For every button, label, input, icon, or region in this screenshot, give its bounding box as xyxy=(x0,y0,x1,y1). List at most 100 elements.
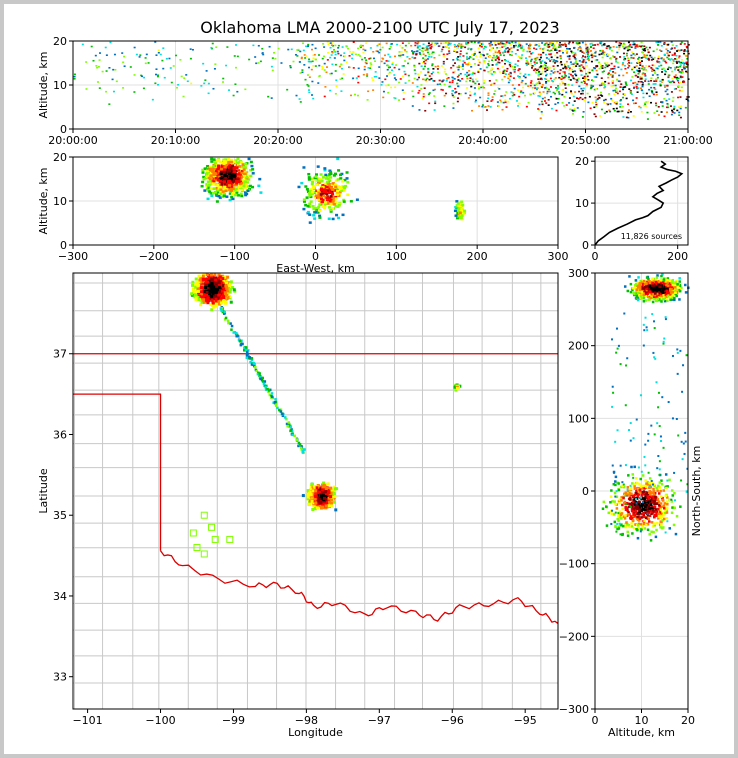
source-point xyxy=(232,187,236,190)
source-point xyxy=(206,301,210,305)
source-point xyxy=(313,217,317,220)
source-point xyxy=(640,76,643,79)
source-point xyxy=(459,55,462,58)
source-point xyxy=(565,47,568,50)
source-point xyxy=(678,61,681,64)
source-point xyxy=(195,280,199,284)
source-point xyxy=(459,92,462,95)
source-point xyxy=(579,46,582,48)
source-point xyxy=(650,77,653,80)
source-point xyxy=(416,42,419,45)
source-point xyxy=(605,47,608,49)
source-point xyxy=(558,93,561,95)
source-point xyxy=(588,48,591,50)
source-point xyxy=(202,286,206,290)
source-point xyxy=(448,47,451,49)
source-point xyxy=(200,184,204,188)
source-point xyxy=(633,66,636,69)
source-point xyxy=(684,106,687,109)
source-point xyxy=(580,61,583,63)
source-point xyxy=(671,80,674,83)
source-point xyxy=(204,79,207,81)
source-point xyxy=(615,41,618,43)
source-point xyxy=(502,54,505,57)
source-point xyxy=(202,175,206,179)
source-point xyxy=(509,53,512,56)
source-point xyxy=(180,75,183,78)
source-point xyxy=(477,47,480,50)
source-point xyxy=(254,56,257,58)
source-point xyxy=(310,68,313,71)
source-point xyxy=(341,213,345,217)
source-point xyxy=(318,194,322,198)
source-point xyxy=(639,78,642,80)
source-point xyxy=(601,44,604,47)
source-point xyxy=(235,66,238,69)
source-point xyxy=(483,69,486,72)
source-point xyxy=(207,183,211,187)
source-point xyxy=(605,64,608,66)
source-point xyxy=(425,46,428,49)
source-point xyxy=(209,280,213,284)
x-tick-label: 20:20:00 xyxy=(253,134,302,147)
source-point xyxy=(537,74,540,77)
source-point xyxy=(202,177,206,181)
source-point xyxy=(420,65,423,68)
source-point xyxy=(341,77,344,80)
source-point xyxy=(540,100,543,103)
source-point xyxy=(315,486,319,490)
source-point xyxy=(545,42,548,44)
source-point xyxy=(129,66,132,68)
source-point xyxy=(416,85,419,88)
source-point xyxy=(214,291,218,295)
source-point xyxy=(528,48,531,51)
source-point xyxy=(530,52,533,55)
source-point xyxy=(208,292,212,296)
source-point xyxy=(311,507,315,511)
x-tick-label: 20:50:00 xyxy=(561,134,610,147)
source-point xyxy=(547,58,550,61)
source-point xyxy=(504,43,507,45)
source-point xyxy=(336,50,339,53)
source-point xyxy=(212,179,216,183)
source-point xyxy=(308,221,312,224)
source-point xyxy=(453,62,456,64)
source-point xyxy=(562,43,565,46)
source-point xyxy=(677,49,680,52)
source-point xyxy=(565,75,568,77)
source-point xyxy=(478,43,481,45)
source-point xyxy=(638,59,641,62)
source-point xyxy=(531,82,534,85)
source-point xyxy=(381,81,384,83)
source-point xyxy=(562,82,565,85)
source-point xyxy=(319,173,323,176)
source-point xyxy=(306,190,310,194)
source-point xyxy=(466,77,469,80)
source-point xyxy=(385,60,388,62)
source-point xyxy=(507,100,510,103)
source-point xyxy=(312,214,316,217)
source-point xyxy=(316,491,320,495)
source-point xyxy=(434,88,437,91)
x-tick-label: 200 xyxy=(467,250,488,263)
source-point xyxy=(203,189,207,192)
source-point xyxy=(427,42,430,45)
source-point xyxy=(585,77,588,79)
source-point xyxy=(235,191,239,194)
source-point xyxy=(299,446,303,450)
source-point xyxy=(563,76,566,79)
source-point xyxy=(682,80,685,82)
source-point xyxy=(640,111,643,113)
source-point xyxy=(234,83,237,86)
source-point xyxy=(338,202,342,206)
source-point xyxy=(541,103,544,106)
source-point xyxy=(321,176,325,179)
source-point xyxy=(211,301,215,305)
source-point xyxy=(645,46,648,49)
source-point xyxy=(232,331,235,334)
source-point xyxy=(604,66,607,69)
source-point xyxy=(423,60,426,63)
source-point xyxy=(461,65,464,68)
source-point xyxy=(376,44,379,47)
source-point xyxy=(612,55,615,57)
